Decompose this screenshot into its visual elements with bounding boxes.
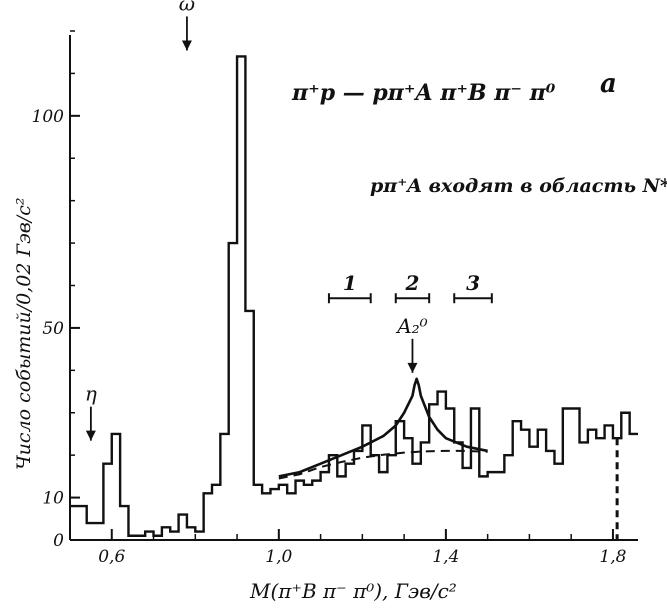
- histogram-bin: [329, 455, 337, 540]
- arrow-head: [181, 40, 192, 51]
- histogram-bin: [296, 481, 304, 540]
- fit-curve: [278, 377, 488, 478]
- x-tick-label: 1,4: [432, 547, 459, 567]
- x-tick-label: 1,0: [265, 547, 292, 567]
- histogram-bin: [87, 523, 95, 540]
- histogram-bin: [237, 56, 245, 540]
- histogram-bin: [112, 434, 120, 540]
- histogram-bin: [546, 451, 554, 540]
- histogram-bin: [446, 409, 454, 540]
- histogram-bin: [78, 506, 86, 540]
- histogram-bin: [571, 409, 579, 540]
- condition-label: pπ⁺A входят в область N*++: [370, 175, 667, 197]
- histogram-bin: [580, 442, 588, 540]
- annotations: η ω A₂⁰ 1 2 3: [85, 0, 493, 441]
- histogram-bin: [103, 464, 111, 540]
- histogram-bin: [195, 532, 203, 540]
- histogram-bin: [538, 430, 546, 540]
- histogram-bin: [312, 481, 320, 540]
- x-tick-label: 1,8: [599, 547, 626, 567]
- interval-label: 1: [343, 271, 357, 295]
- histogram-bin: [621, 413, 629, 540]
- interval-label: 3: [466, 271, 480, 295]
- histogram-bin: [137, 536, 145, 540]
- histogram-bin: [162, 527, 170, 540]
- fit-curves: [278, 377, 488, 480]
- histogram-bin: [513, 421, 521, 540]
- histogram-bin: [412, 464, 420, 540]
- arrow-head: [407, 362, 418, 373]
- y-tick-label: 0: [53, 531, 64, 551]
- histogram-bin: [145, 532, 153, 540]
- axes: 0,6 1,0 1,4 1,8 0 10 50 100: [32, 30, 638, 567]
- peak-label: ω: [179, 0, 195, 15]
- histogram-bin: [404, 438, 412, 540]
- histogram-bin: [488, 472, 496, 540]
- histogram-bin: [588, 430, 596, 540]
- histogram-bin: [379, 472, 387, 540]
- y-axis-label: Число событий/0,02 Гэв/c²: [13, 198, 35, 470]
- reaction-label: π⁺p — pπ⁺A π⁺B π⁻ π⁰: [291, 80, 556, 106]
- histogram-bin: [454, 442, 462, 540]
- histogram-bin: [304, 485, 312, 540]
- histogram-bin: [170, 532, 178, 540]
- histogram-bin: [154, 536, 162, 540]
- histogram-bin: [321, 472, 329, 540]
- histogram-bin: [279, 485, 287, 540]
- histogram-bin: [212, 485, 220, 540]
- histogram-bin: [245, 311, 253, 540]
- histogram-bin: [521, 430, 529, 540]
- histogram-bin: [596, 438, 604, 540]
- y-tick-label: 100: [32, 107, 65, 127]
- panel-label: a: [600, 69, 617, 99]
- histogram-bin: [254, 485, 262, 540]
- histogram-bin: [95, 523, 103, 540]
- y-tick-label: 50: [42, 319, 64, 339]
- histogram-bin: [120, 506, 128, 540]
- histogram-bin: [554, 464, 562, 540]
- histogram-bin: [287, 493, 295, 540]
- histogram-bin: [204, 493, 212, 540]
- histogram-bin: [438, 392, 446, 540]
- peak-label: η: [85, 382, 97, 406]
- x-axis-label: M(π⁺B π⁻ π⁰), Гэв/c²: [249, 579, 457, 603]
- histogram-bin: [496, 472, 504, 540]
- peak-label: A₂⁰: [395, 314, 427, 338]
- histogram-bin: [371, 455, 379, 540]
- histogram-bin: [479, 476, 487, 540]
- background-curve: [278, 449, 488, 480]
- histogram-bin: [396, 421, 404, 540]
- histogram-bin: [354, 451, 362, 540]
- interval-label: 2: [405, 271, 420, 295]
- histogram-bin: [346, 464, 354, 540]
- histogram-bin: [179, 515, 187, 540]
- histogram-bin: [504, 455, 512, 540]
- histogram-bin: [262, 493, 270, 540]
- histogram-bin: [270, 489, 278, 540]
- histogram-bin: [70, 506, 78, 540]
- x-tick-label: 0,6: [98, 547, 125, 567]
- histogram-bin: [220, 434, 228, 540]
- histogram-bin: [128, 536, 136, 540]
- histogram-bin: [471, 409, 479, 540]
- histogram-bin: [387, 455, 395, 540]
- histogram-bin: [337, 476, 345, 540]
- histogram-bin: [529, 447, 537, 540]
- arrow-head: [85, 430, 96, 441]
- histogram-bin: [605, 425, 613, 540]
- histogram-bin: [421, 442, 429, 540]
- histogram-bin: [563, 409, 571, 540]
- y-tick-label: 10: [42, 489, 64, 509]
- histogram-bin: [229, 243, 237, 540]
- histogram-bin: [630, 434, 638, 540]
- histogram-bin: [463, 468, 471, 540]
- histogram-bin: [187, 527, 195, 540]
